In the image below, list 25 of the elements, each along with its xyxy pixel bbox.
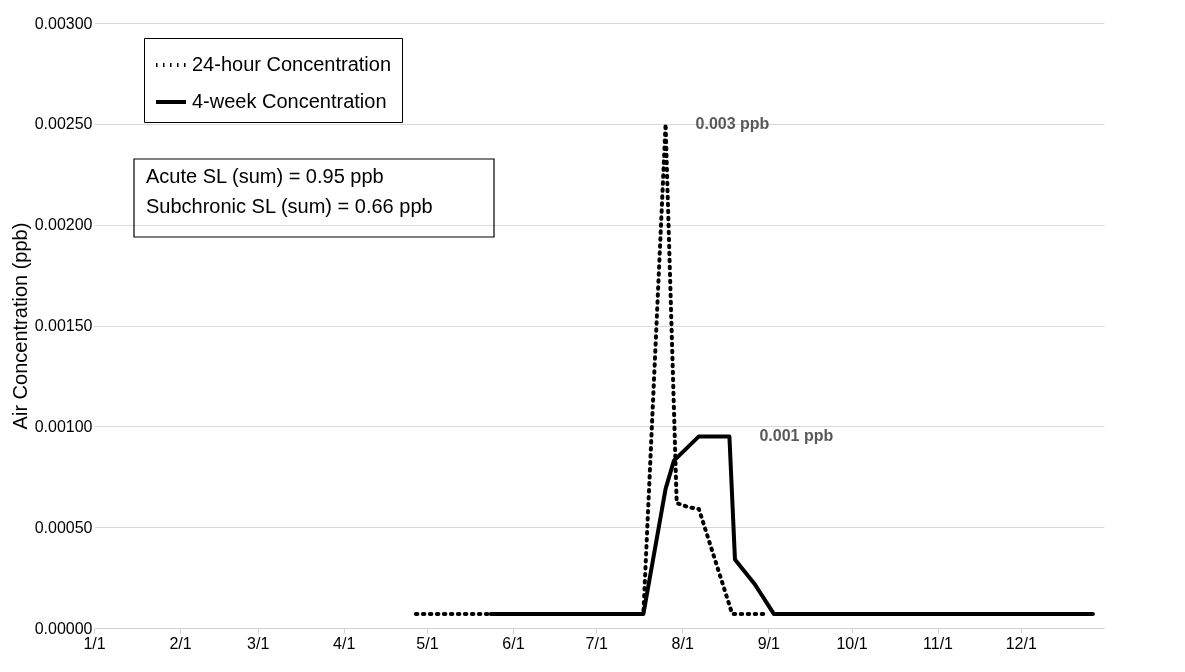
x-tick-label: 1/1	[83, 634, 106, 652]
x-tick-label: 10/1	[836, 634, 868, 652]
y-tick-label: 0.00200	[34, 216, 93, 234]
x-tick-label: 4/1	[333, 634, 356, 652]
x-tick-label: 6/1	[502, 634, 525, 652]
annotation: 0.003 ppb	[695, 114, 770, 132]
legend-label: 24-hour Concentration	[192, 53, 392, 75]
x-tick-label: 3/1	[247, 634, 270, 652]
legend-label: 4-week Concentration	[192, 90, 387, 112]
x-tick-label: 11/1	[923, 634, 954, 652]
y-tick-label: 0.00000	[34, 619, 93, 637]
y-tick-label: 0.00100	[34, 417, 93, 435]
y-tick-label: 0.00300	[34, 14, 93, 32]
x-tick-label: 12/1	[1005, 634, 1037, 652]
annotation: Acute SL (sum) = 0.95 ppb Subchronic SL (sum) = 0.66 ppb	[146, 165, 433, 217]
x-tick-label: 5/1	[416, 634, 439, 652]
x-tick-label: 7/1	[585, 634, 608, 652]
x-tick-label: 8/1	[671, 634, 694, 652]
y-axis-title: Air Concentration (ppb)	[8, 222, 31, 430]
y-tick-label: 0.00150	[34, 317, 93, 334]
x-tick-label: 9/1	[757, 634, 780, 652]
annotation: 0.001 ppb	[759, 427, 834, 445]
y-tick-label: 0.00250	[34, 115, 93, 133]
y-tick-label: 0.00050	[34, 518, 93, 536]
x-tick-label: 2/1	[169, 634, 192, 652]
